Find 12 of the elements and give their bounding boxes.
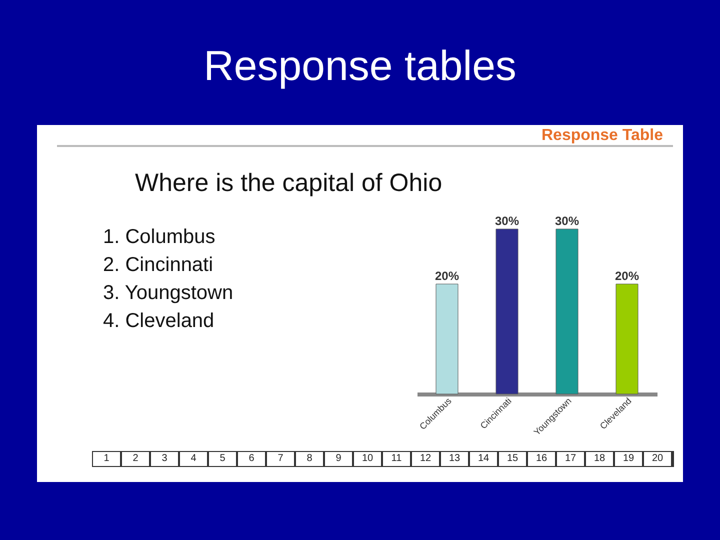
- chart-subtitle: Response Table: [541, 127, 663, 145]
- text: 1 2 3 4 5 6 7 8 9 10 11 12 13 14 15 16 17 18 19 20: [104, 453, 664, 464]
- text: 2. Cincinnati: [103, 253, 214, 278]
- data-label: 30%: [494, 214, 520, 228]
- chart-title: Where is the capital of Ohio: [135, 169, 442, 198]
- data-label: 20%: [614, 269, 640, 283]
- data-label: 30%: [554, 214, 580, 228]
- data-label: 20%: [434, 269, 460, 283]
- text: 4. Cleveland: [103, 309, 216, 334]
- text: 3. Youngstown: [103, 281, 234, 306]
- text: 1. Columbus: [103, 225, 216, 250]
- text: Response tables: [202, 42, 518, 90]
